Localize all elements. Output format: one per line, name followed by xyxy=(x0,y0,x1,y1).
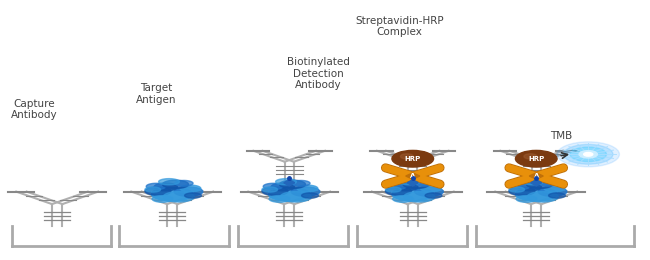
Polygon shape xyxy=(268,187,310,201)
Polygon shape xyxy=(292,180,310,186)
Polygon shape xyxy=(146,183,166,190)
Polygon shape xyxy=(280,180,306,188)
Circle shape xyxy=(524,154,537,159)
Polygon shape xyxy=(523,179,543,185)
Polygon shape xyxy=(159,179,179,185)
Polygon shape xyxy=(280,192,311,202)
Polygon shape xyxy=(284,180,294,186)
Polygon shape xyxy=(515,187,557,201)
Circle shape xyxy=(392,150,434,167)
Polygon shape xyxy=(262,187,278,192)
Polygon shape xyxy=(145,187,161,192)
Polygon shape xyxy=(174,187,203,196)
Polygon shape xyxy=(385,187,401,192)
Polygon shape xyxy=(395,183,418,191)
Polygon shape xyxy=(162,180,188,188)
Polygon shape xyxy=(527,192,558,202)
Circle shape xyxy=(570,147,606,161)
Polygon shape xyxy=(291,187,320,196)
Circle shape xyxy=(579,151,597,158)
Polygon shape xyxy=(415,180,434,186)
Circle shape xyxy=(400,154,413,159)
Text: HRP: HRP xyxy=(404,156,421,162)
Polygon shape xyxy=(175,180,193,186)
Polygon shape xyxy=(302,193,318,198)
Polygon shape xyxy=(408,180,418,186)
Polygon shape xyxy=(276,179,296,185)
Polygon shape xyxy=(152,196,173,202)
Polygon shape xyxy=(180,185,201,192)
Polygon shape xyxy=(531,180,541,186)
Circle shape xyxy=(557,142,619,167)
Circle shape xyxy=(584,152,593,156)
Polygon shape xyxy=(392,187,434,201)
Text: A: A xyxy=(534,173,539,179)
Circle shape xyxy=(575,149,601,159)
Polygon shape xyxy=(549,193,566,198)
Polygon shape xyxy=(387,183,406,190)
Polygon shape xyxy=(518,183,541,191)
Text: Target
Antigen: Target Antigen xyxy=(136,83,176,105)
Polygon shape xyxy=(185,193,202,198)
Polygon shape xyxy=(393,196,413,202)
Polygon shape xyxy=(403,180,429,188)
Polygon shape xyxy=(425,193,442,198)
Text: Biotinylated
Detection
Antibody: Biotinylated Detection Antibody xyxy=(287,57,350,90)
Polygon shape xyxy=(415,187,443,196)
Polygon shape xyxy=(539,180,557,186)
Polygon shape xyxy=(544,185,565,192)
Polygon shape xyxy=(538,187,567,196)
Polygon shape xyxy=(529,173,543,179)
Text: TMB: TMB xyxy=(550,131,572,141)
Text: Capture
Antibody: Capture Antibody xyxy=(11,99,58,120)
Polygon shape xyxy=(406,173,420,179)
Circle shape xyxy=(515,150,557,167)
Circle shape xyxy=(564,144,613,164)
Polygon shape xyxy=(516,196,537,202)
Polygon shape xyxy=(263,183,283,190)
Polygon shape xyxy=(262,187,288,195)
Polygon shape xyxy=(526,180,552,188)
Polygon shape xyxy=(399,179,420,185)
Text: A: A xyxy=(410,173,415,179)
Polygon shape xyxy=(271,183,294,191)
Polygon shape xyxy=(163,192,194,202)
Text: Streptavidin-HRP
Complex: Streptavidin-HRP Complex xyxy=(356,16,444,37)
Polygon shape xyxy=(154,183,177,191)
Polygon shape xyxy=(145,187,171,195)
Polygon shape xyxy=(297,185,318,192)
Polygon shape xyxy=(269,196,290,202)
Polygon shape xyxy=(421,185,441,192)
Text: HRP: HRP xyxy=(528,156,545,162)
Polygon shape xyxy=(509,187,535,195)
Polygon shape xyxy=(404,192,435,202)
Polygon shape xyxy=(385,187,411,195)
Polygon shape xyxy=(510,183,530,190)
Polygon shape xyxy=(509,187,525,192)
Polygon shape xyxy=(151,187,193,201)
